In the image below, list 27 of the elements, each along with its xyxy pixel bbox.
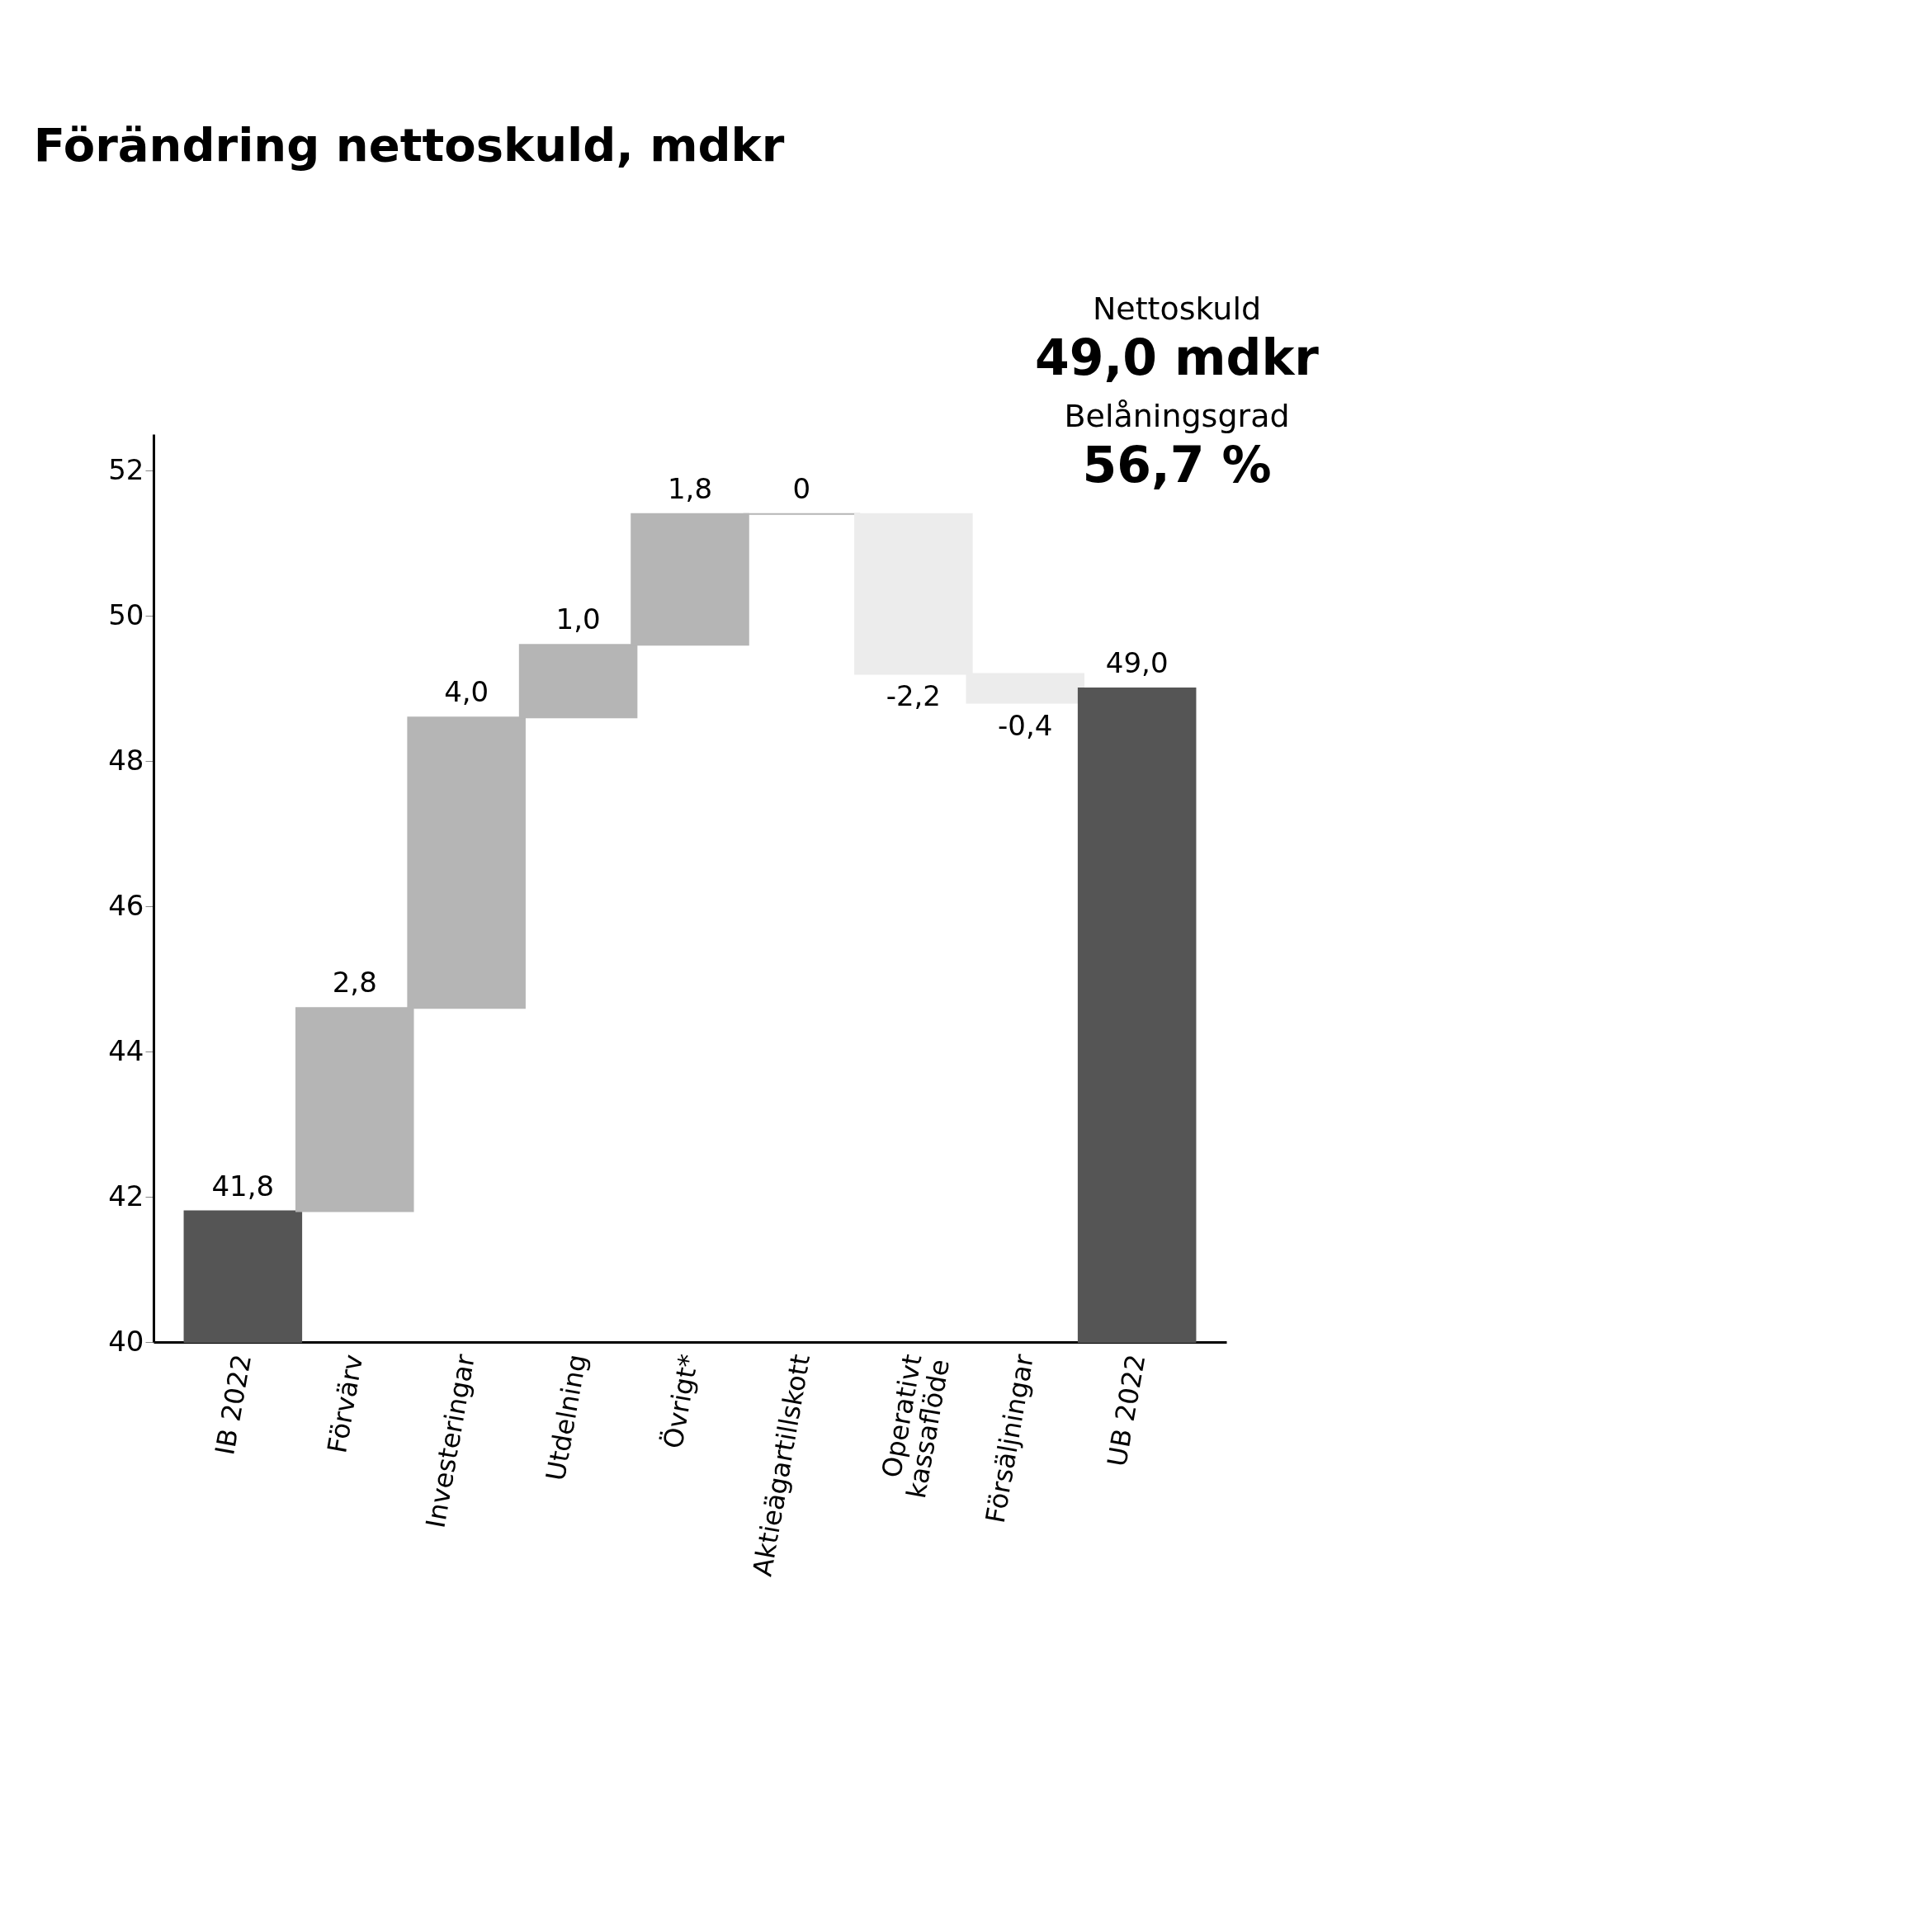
- data-label: -2,2: [886, 679, 942, 713]
- data-label: 2,8: [332, 966, 377, 1000]
- y-tick-label: 46: [108, 888, 144, 922]
- text: 49,0 mdkr: [1035, 328, 1320, 386]
- text: Belåningsgrad: [1064, 398, 1290, 434]
- data-label: -0,4: [998, 708, 1053, 742]
- data-label: 41,8: [211, 1169, 275, 1203]
- y-tick-label: 48: [108, 743, 144, 777]
- x-tick-label: IB 2022: [209, 1352, 258, 1458]
- y-tick-label: 50: [108, 598, 144, 631]
- x-tick-label: Operativt kassaflöde: [875, 1352, 957, 1501]
- data-label: 49,0: [1105, 646, 1169, 679]
- data-label: 1,0: [555, 603, 601, 636]
- y-tick-label: 42: [108, 1179, 144, 1212]
- data-label: 1,8: [667, 471, 713, 505]
- y-tick-label: 40: [108, 1324, 144, 1358]
- x-tick-label: UB 2022: [1101, 1352, 1152, 1469]
- y-tick-label: 44: [108, 1033, 144, 1067]
- annotation: 56,7 %: [1082, 436, 1272, 494]
- x-tick-label: Utdelning: [540, 1352, 593, 1483]
- y-tick-label: 52: [108, 452, 144, 486]
- x-tick-label: Förvärv: [321, 1352, 370, 1456]
- data-label: 0: [792, 471, 811, 505]
- chart-title: Förändring nettoskuld, mdkr: [33, 118, 785, 172]
- data-label: 4,0: [444, 675, 489, 709]
- text: Nettoskuld: [1092, 291, 1262, 327]
- x-tick-label: Övrigt*: [657, 1352, 705, 1451]
